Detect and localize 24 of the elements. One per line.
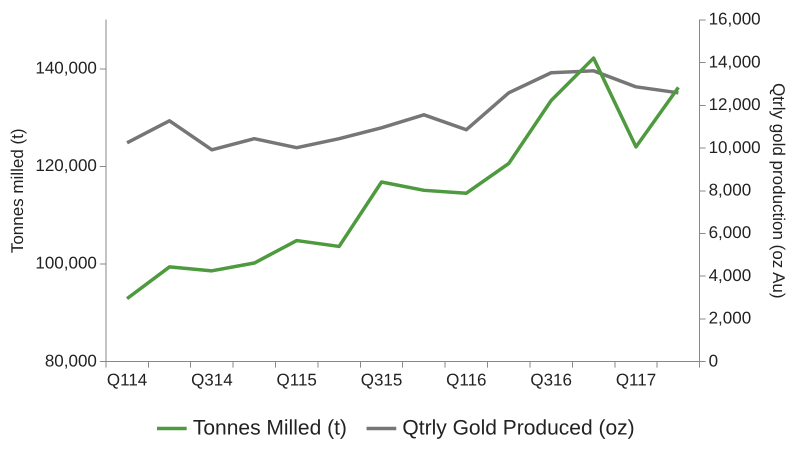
y2-tick-label: 10,000 [708,138,761,157]
legend-label: Qtrly Gold Produced (oz) [402,416,635,440]
y-tick-label: 100,000 [35,254,97,273]
y-axis-title: Tonnes milled (t) [8,128,27,254]
y2-tick-label: 0 [708,351,718,370]
y2-tick-label: 4,000 [708,266,752,285]
x-tick-label: Q315 [360,370,402,390]
y2-axis-title: Qtrly gold production (oz Au) [769,83,788,299]
x-tick-label: Q115 [276,370,317,390]
y2-tick-label: 14,000 [708,52,761,72]
y2-tick-label: 2,000 [708,308,752,328]
x-tick-label: Q114 [106,370,148,390]
x-tick-label: Q116 [446,370,487,390]
y2-tick-label: 12,000 [708,95,761,114]
x-tick-label: Q117 [616,370,656,390]
y-tick-label: 80,000 [44,351,97,370]
y2-tick-label: 16,000 [708,10,761,29]
legend-label: Tonnes Milled (t) [192,416,347,440]
y2-tick-label: 6,000 [708,223,752,242]
y2-tick-label: 8,000 [708,180,752,200]
y-tick-label: 120,000 [35,156,97,176]
x-tick-label: Q316 [530,370,572,390]
x-tick-label: Q314 [191,370,233,390]
y-tick-label: 140,000 [35,58,97,78]
